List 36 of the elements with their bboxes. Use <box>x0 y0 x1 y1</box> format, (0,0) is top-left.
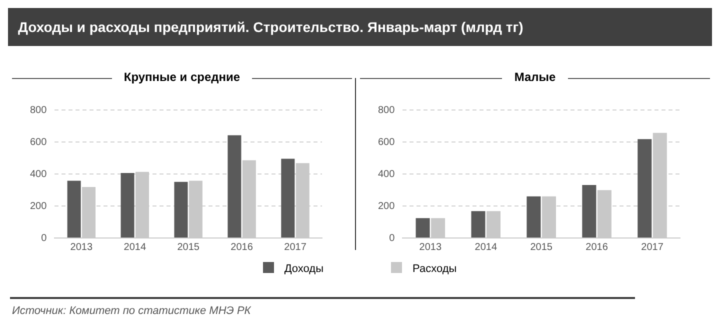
x-tick-label: 2014 <box>124 242 146 253</box>
x-tick-label: 2015 <box>530 242 553 253</box>
y-tick-label: 200 <box>378 200 396 212</box>
bar <box>526 196 541 238</box>
text: Доходы и расходы предприятий. Строительство. Январь-март (млрд тг) <box>8 8 712 46</box>
x-tick-label: 2017 <box>284 242 307 253</box>
y-tick-label: 800 <box>378 104 396 116</box>
bar <box>416 218 430 238</box>
y-tick-label: 800 <box>30 104 48 116</box>
bar <box>67 180 81 238</box>
chart-title: Крупные и средние <box>112 70 252 84</box>
x-tick-label: 2013 <box>70 242 93 253</box>
y-tick-label: 400 <box>378 168 396 180</box>
y-tick-label: 200 <box>30 200 48 212</box>
bar <box>228 135 242 238</box>
x-tick-label: 2013 <box>419 242 442 253</box>
y-tick-label: 0 <box>41 232 48 244</box>
y-tick-label: 0 <box>389 232 396 244</box>
y-tick-label: 600 <box>378 136 396 148</box>
bar <box>281 158 295 238</box>
x-tick-label: 2016 <box>586 242 608 253</box>
x-tick-label: 2014 <box>474 242 498 253</box>
text: Источник: Комитет по статистике МНЭ РК <box>12 305 251 317</box>
bar <box>582 185 596 238</box>
x-tick-label: 2015 <box>177 242 200 253</box>
bar <box>120 173 134 238</box>
legend-label: Расходы <box>412 263 457 275</box>
bar <box>471 211 486 238</box>
bar <box>638 139 652 238</box>
y-tick-label: 400 <box>30 168 48 180</box>
x-tick-label: 2017 <box>641 242 664 253</box>
x-tick-label: 2016 <box>230 242 254 253</box>
bar <box>174 182 188 238</box>
y-tick-label: 600 <box>30 136 48 148</box>
legend-label: Доходы <box>284 263 324 275</box>
chart-title: Малые <box>502 70 568 84</box>
